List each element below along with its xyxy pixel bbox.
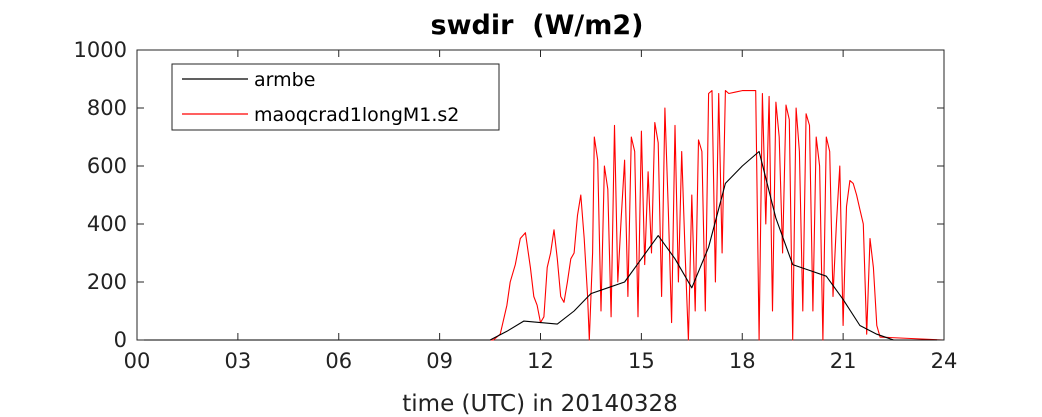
chart-title: swdir (W/m2) [431, 10, 644, 41]
x-axis-label: time (UTC) in 20140328 [402, 391, 677, 417]
series-layer [137, 90, 945, 341]
y-tick-label: 600 [87, 154, 127, 178]
x-tick-label: 03 [225, 349, 252, 373]
x-tick-label: 24 [931, 349, 958, 373]
x-tick-label: 00 [124, 349, 151, 373]
legend: armbe maoqcrad1longM1.s2 [171, 63, 500, 131]
legend-label-maoqcrad1longM1: maoqcrad1longM1.s2 [254, 104, 459, 126]
ticks-layer: 00 03 06 09 12 15 18 21 24 0 200 400 600 800 1000 [74, 38, 958, 373]
x-tick-label: 12 [527, 349, 554, 373]
series-line-maoqcrad1longM1 [137, 90, 945, 341]
x-tick-label: 09 [426, 349, 453, 373]
x-tick-label: 18 [729, 349, 756, 373]
y-tick-label: 200 [87, 270, 127, 294]
x-tick-label: 21 [830, 349, 857, 373]
legend-label-armbe: armbe [254, 69, 315, 91]
y-tick-label: 400 [87, 212, 127, 236]
y-tick-label: 1000 [74, 38, 127, 62]
y-tick-label: 800 [87, 96, 127, 120]
x-tick-label: 15 [628, 349, 655, 373]
legend-box [171, 63, 500, 131]
y-tick-label: 0 [114, 328, 127, 352]
x-tick-label: 06 [325, 349, 352, 373]
series-line-armbe [137, 150, 944, 341]
